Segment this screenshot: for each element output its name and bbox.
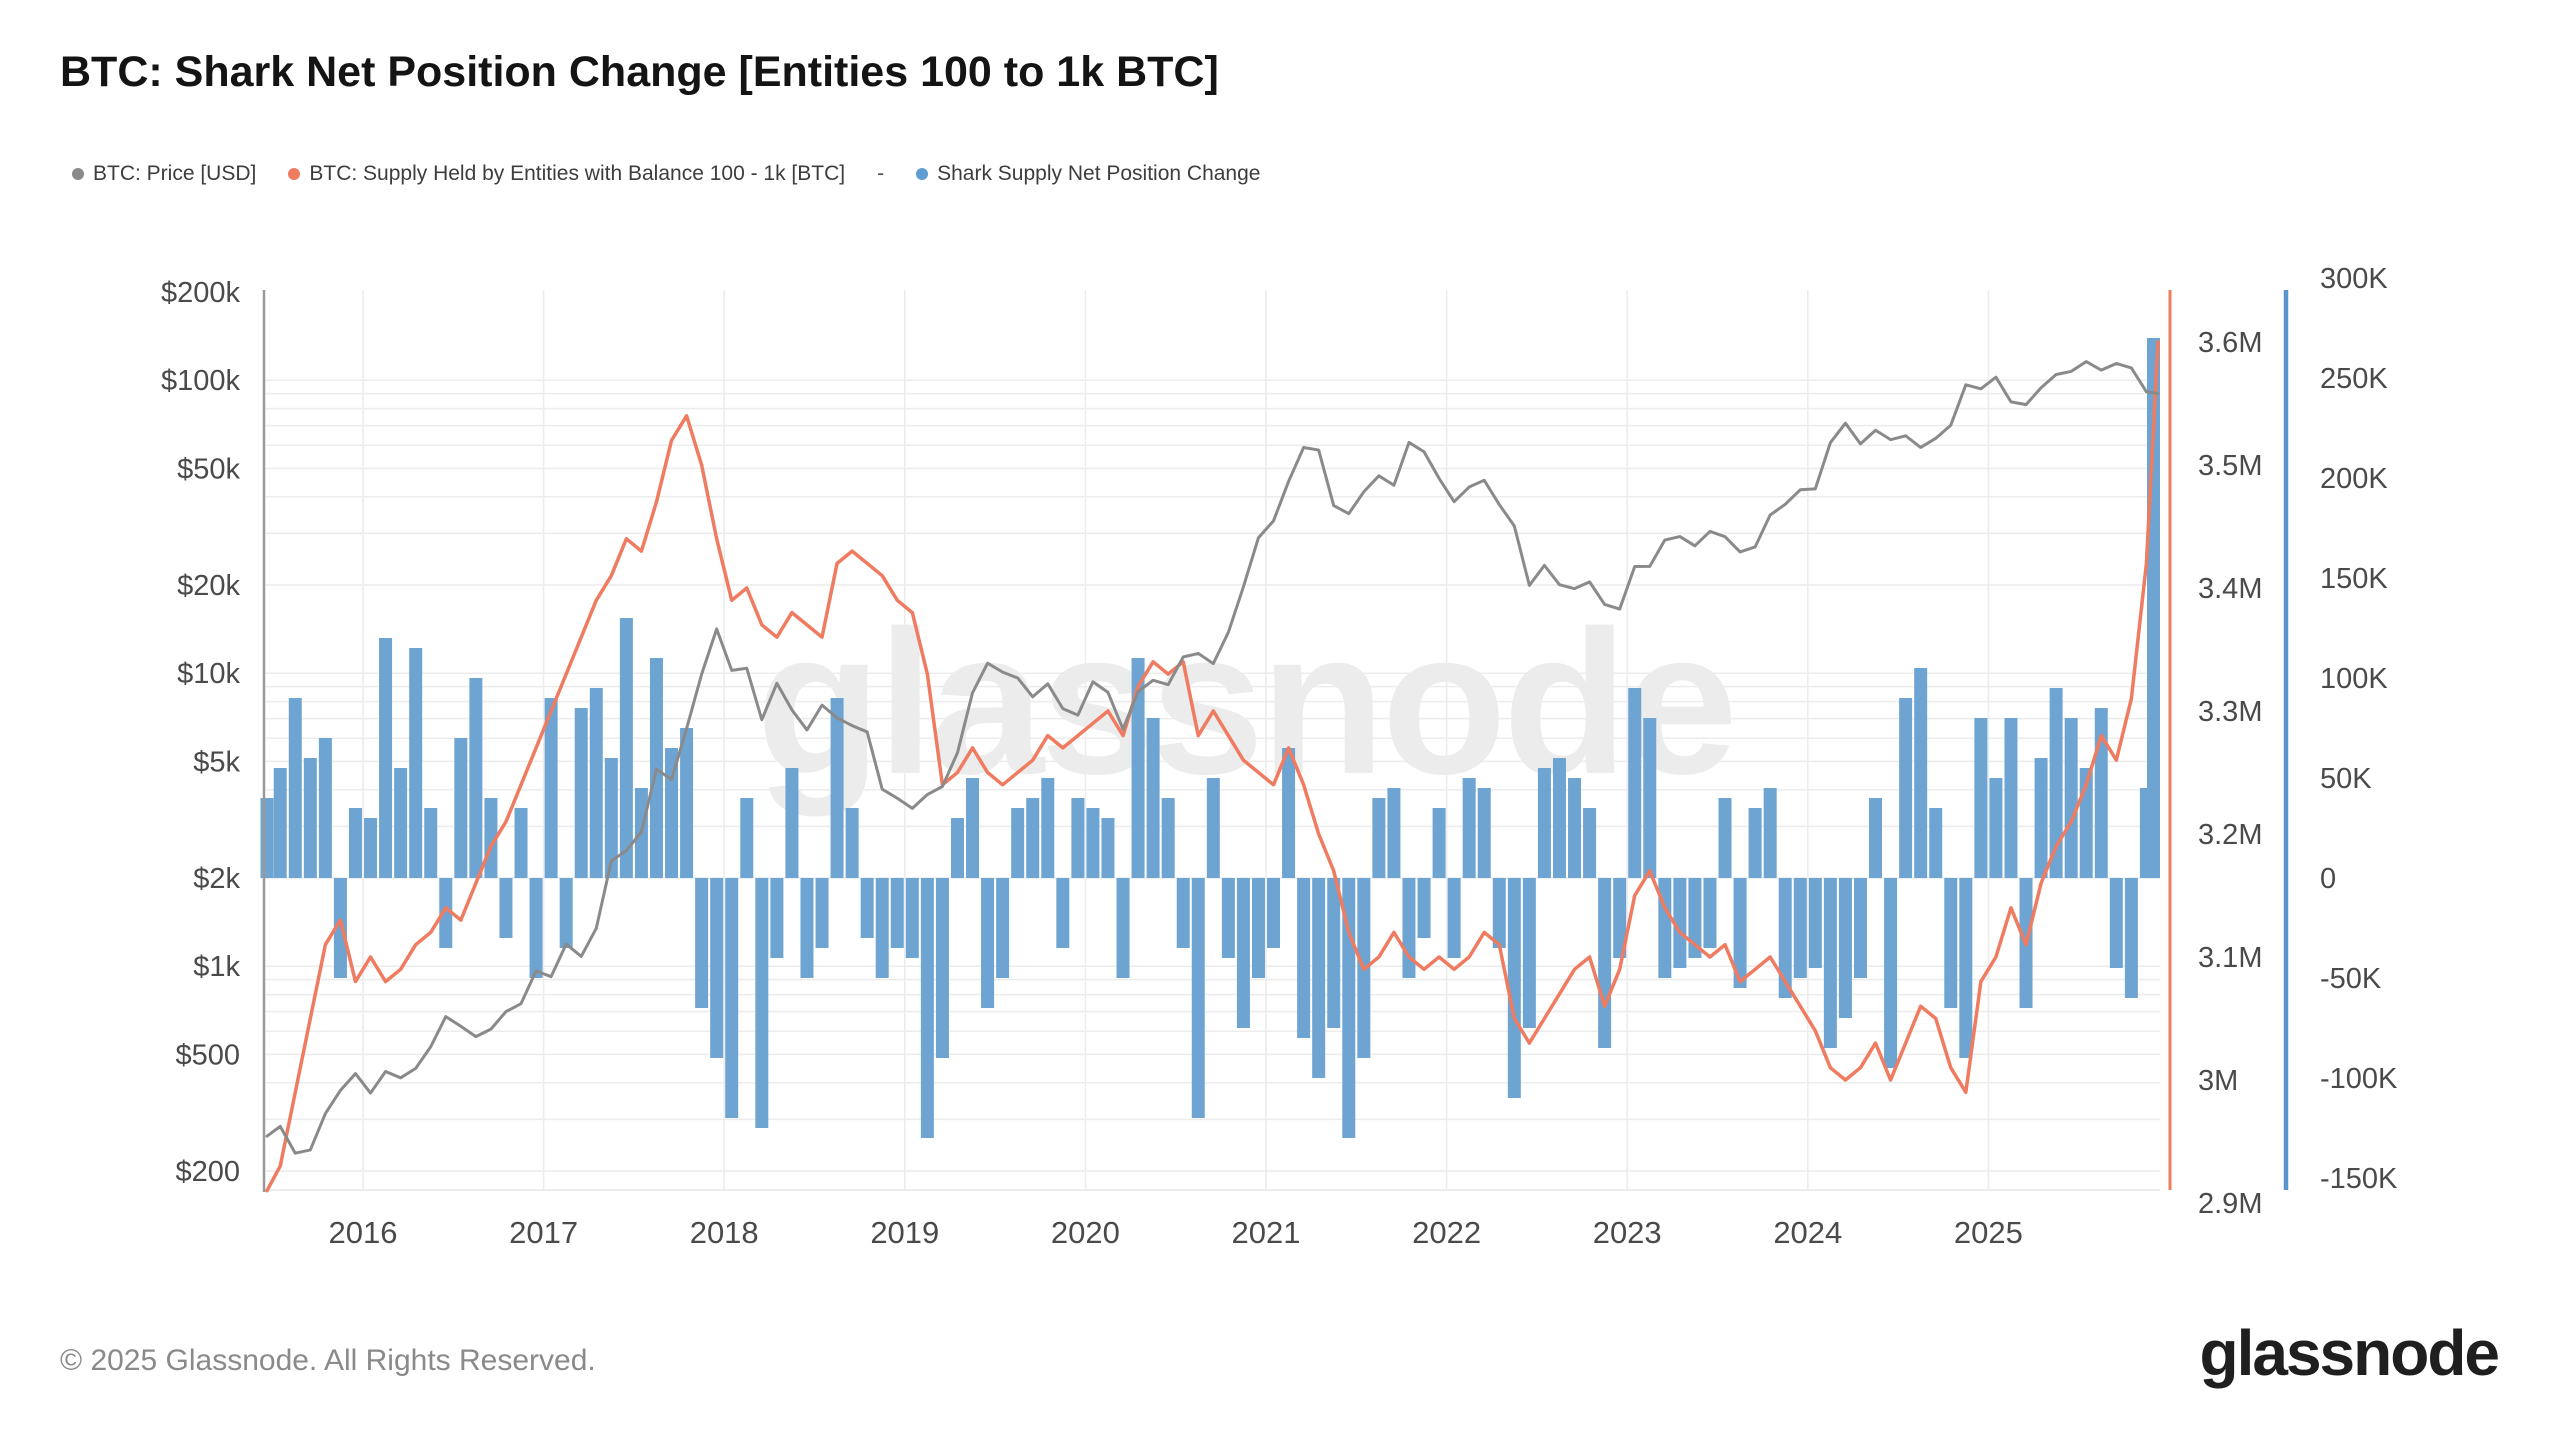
svg-text:2017: 2017 [509, 1215, 578, 1250]
net-position-bars [260, 338, 2160, 1138]
legend-label-supply: BTC: Supply Held by Entities with Balanc… [309, 162, 846, 185]
svg-text:2023: 2023 [1593, 1215, 1662, 1250]
svg-text:$500: $500 [175, 1039, 240, 1071]
legend-dot-supply-icon [288, 168, 301, 180]
svg-text:3.1M: 3.1M [2198, 942, 2262, 974]
year-gridlines [362, 290, 1990, 1190]
svg-text:50K: 50K [2320, 763, 2372, 795]
svg-text:3.3M: 3.3M [2198, 696, 2262, 728]
page-title: BTC: Shark Net Position Change [Entities… [60, 48, 1219, 96]
svg-text:$200: $200 [175, 1156, 240, 1188]
svg-text:3.2M: 3.2M [2198, 819, 2262, 851]
svg-text:2019: 2019 [870, 1215, 939, 1250]
price-axis-labels: $200k $100k $50k $20k $10k $5k $2k $1k $500 $200 [161, 277, 241, 1188]
legend-label-net: Shark Supply Net Position Change [937, 162, 1261, 185]
svg-text:-150K: -150K [2320, 1163, 2398, 1195]
svg-text:2018: 2018 [690, 1215, 759, 1250]
svg-text:2.9M: 2.9M [2198, 1188, 2262, 1220]
svg-text:2020: 2020 [1051, 1215, 1120, 1250]
legend-item-supply[interactable]: BTC: Supply Held by Entities with Balanc… [288, 162, 845, 186]
svg-text:150K: 150K [2320, 563, 2388, 595]
supply-axis-labels: 3.6M 3.5M 3.4M 3.3M 3.2M 3.1M 3M 2.9M [2198, 327, 2262, 1220]
x-axis-labels: 2016 2017 2018 2019 2020 2021 2022 2023 2024 2025 [329, 1215, 2023, 1250]
legend-label-price: BTC: Price [USD] [93, 162, 257, 185]
svg-text:$5k: $5k [193, 746, 240, 778]
chart-legend: BTC: Price [USD] BTC: Supply Held by Ent… [72, 162, 1292, 186]
glassnode-logo: glassnode [2199, 1317, 2500, 1389]
svg-text:200K: 200K [2320, 463, 2388, 495]
svg-text:$100k: $100k [161, 365, 241, 397]
svg-text:300K: 300K [2320, 263, 2388, 295]
svg-text:2024: 2024 [1773, 1215, 1842, 1250]
copyright-text: © 2025 Glassnode. All Rights Reserved. [60, 1344, 596, 1377]
svg-text:3M: 3M [2198, 1065, 2238, 1097]
svg-text:3.6M: 3.6M [2198, 327, 2262, 359]
svg-text:2025: 2025 [1954, 1215, 2023, 1250]
svg-text:250K: 250K [2320, 363, 2388, 395]
svg-text:-100K: -100K [2320, 1063, 2398, 1095]
supply-line [265, 340, 2160, 1193]
svg-text:3.4M: 3.4M [2198, 573, 2262, 605]
svg-text:2022: 2022 [1412, 1215, 1481, 1250]
svg-text:$10k: $10k [177, 658, 240, 690]
net-axis-labels: 300K 250K 200K 150K 100K 50K 0 -50K -100K -150K [2320, 263, 2398, 1195]
svg-text:-50K: -50K [2320, 963, 2382, 995]
svg-text:$50k: $50k [177, 453, 240, 485]
legend-item-price[interactable]: BTC: Price [USD] [72, 162, 256, 186]
svg-text:0: 0 [2320, 863, 2336, 895]
svg-text:2021: 2021 [1232, 1215, 1301, 1250]
svg-text:100K: 100K [2320, 663, 2388, 695]
svg-text:$20k: $20k [177, 570, 240, 602]
svg-text:3.5M: 3.5M [2198, 450, 2262, 482]
legend-separator: - [877, 162, 885, 185]
legend-dot-price-icon [72, 168, 84, 180]
legend-dot-net-icon [916, 168, 929, 180]
price-line [265, 360, 2160, 1155]
svg-text:$2k: $2k [193, 863, 240, 895]
svg-text:2016: 2016 [329, 1215, 398, 1250]
legend-item-net-position[interactable]: Shark Supply Net Position Change [916, 162, 1260, 186]
axis-lines [262, 290, 2289, 1192]
svg-text:$200k: $200k [161, 277, 241, 309]
svg-text:$1k: $1k [193, 951, 240, 983]
